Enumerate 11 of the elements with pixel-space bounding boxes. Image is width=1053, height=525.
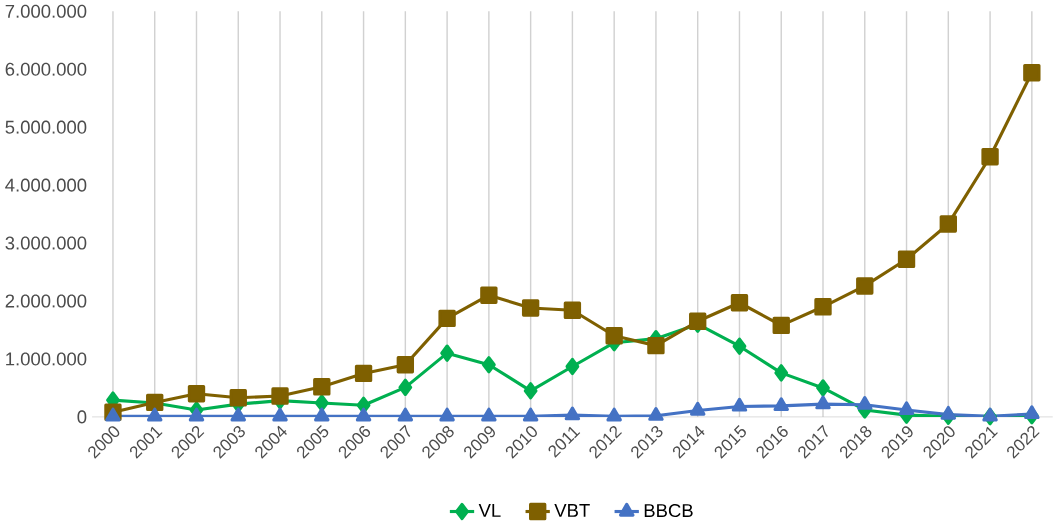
legend-label: VBT bbox=[554, 504, 590, 517]
y-tick-label: 7.000.000 bbox=[5, 4, 87, 18]
y-tick-label: 0 bbox=[77, 410, 87, 424]
legend-label: VL bbox=[478, 504, 501, 517]
y-tick-label: 2.000.000 bbox=[5, 294, 87, 308]
y-tick-label: 3.000.000 bbox=[5, 236, 87, 250]
y-tick-label: 5.000.000 bbox=[5, 120, 87, 134]
legend-label: BBCB bbox=[644, 504, 693, 518]
y-tick-label: 6.000.000 bbox=[5, 62, 87, 76]
y-tick-label: 1.000.000 bbox=[6, 352, 87, 366]
y-tick-label: 4.000.000 bbox=[5, 178, 87, 192]
